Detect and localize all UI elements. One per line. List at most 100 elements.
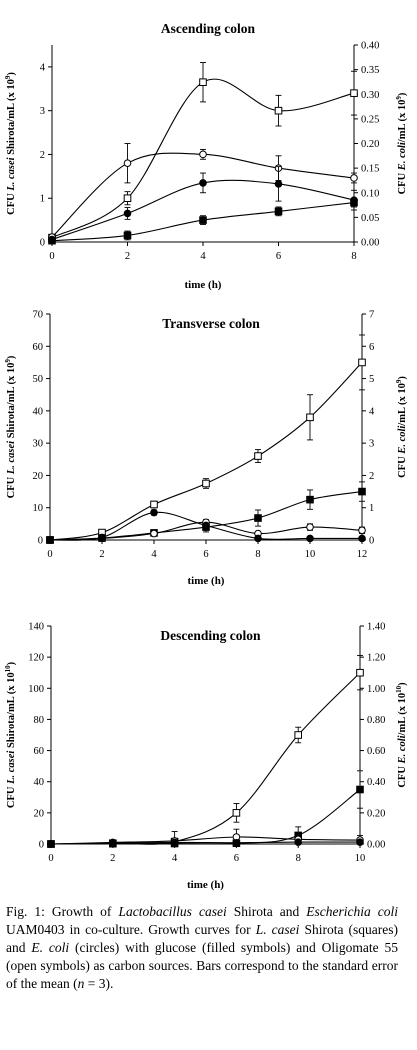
left-y-axis-label-unit: Shirota/mL (x 10 bbox=[6, 672, 17, 750]
right-y-tick-label: 0.15 bbox=[361, 164, 379, 175]
x-tick-label: 6 bbox=[203, 549, 208, 560]
right-y-tick-label: 4 bbox=[369, 406, 375, 417]
caption-organism-2: Escherichia coli bbox=[306, 904, 398, 919]
x-tick-label: 10 bbox=[355, 853, 366, 864]
x-tick-label: 2 bbox=[125, 251, 130, 262]
right-y-axis-label-organism: E. coli bbox=[397, 142, 408, 171]
caption-text-2: UAM0403 in co-culture. Growth curves for bbox=[6, 922, 256, 937]
left-y-tick-label: 1 bbox=[40, 194, 45, 205]
figure-charts: 0 2 4 6 8012340.000.050.100.150.200.250.300.… bbox=[4, 21, 408, 892]
right-y-axis-label-unit: /mL (x 10 bbox=[397, 383, 408, 427]
right-y-axis-label-prefix: CFU bbox=[397, 763, 408, 787]
right-y-tick-label: 7 bbox=[369, 310, 374, 321]
x-tick-label: 6 bbox=[276, 251, 281, 262]
chart-panel-1: 0 2 4 6 8 0 1 2 3 4 0.00 0.05 0.10 0.15 0.20 0.25 0.30 0.… bbox=[4, 21, 408, 291]
data-point-filled-circle bbox=[47, 840, 55, 848]
x-tick-label: 8 bbox=[296, 853, 301, 864]
caption-text-4: (circles) with glucose (filled symbols) … bbox=[6, 940, 398, 991]
left-y-tick-label: 20 bbox=[33, 471, 44, 482]
left-y-axis-label: CFU L. casei Shirota/mL (x 109) bbox=[4, 355, 17, 498]
right-y-tick-label: 1.00 bbox=[367, 684, 385, 695]
chart-panel-3: 0 2 4 6 8 100204060801001201400.000.200.400.6… bbox=[4, 622, 408, 892]
left-y-axis-label-close: ) bbox=[6, 661, 17, 665]
data-point-filled-circle bbox=[150, 508, 158, 517]
left-y-axis-label-close: ) bbox=[6, 355, 17, 359]
caption-text-1: Shirota and bbox=[226, 904, 307, 919]
data-point-open-circle bbox=[350, 174, 358, 182]
data-point-filled-circle bbox=[274, 180, 283, 188]
data-point-open-circle bbox=[358, 526, 366, 535]
data-point-filled-circle bbox=[48, 235, 56, 244]
right-y-tick-label: 0.05 bbox=[361, 213, 379, 224]
data-point-filled-circle bbox=[358, 534, 366, 543]
data-point-open-square bbox=[202, 479, 210, 488]
chart-title: Descending colon bbox=[160, 628, 261, 643]
right-y-axis-label: CFU E. coli/mL (x 1010) bbox=[395, 682, 408, 788]
data-point-open-square bbox=[356, 668, 364, 677]
data-point-open-square bbox=[274, 106, 283, 115]
series-line bbox=[50, 836, 361, 845]
data-point-open-square bbox=[232, 809, 241, 817]
data-point-open-square bbox=[306, 413, 314, 422]
left-y-tick-label: 0 bbox=[40, 238, 45, 249]
left-y-tick-label: 70 bbox=[33, 310, 44, 321]
left-y-tick-label: 100 bbox=[28, 684, 44, 695]
series-line bbox=[50, 672, 361, 845]
right-y-axis-label-exponent: 10 bbox=[395, 685, 403, 693]
right-y-tick-label: 1.40 bbox=[367, 622, 385, 633]
caption-lead: Fig. 1: Growth of bbox=[6, 904, 119, 919]
right-y-tick-label: 0.00 bbox=[361, 238, 379, 249]
left-y-tick-label: 80 bbox=[34, 715, 45, 726]
left-y-tick-label: 4 bbox=[40, 62, 46, 73]
data-point-filled-circle bbox=[46, 536, 54, 544]
x-axis-label: time (h) bbox=[188, 575, 225, 587]
figure-caption: Fig. 1: Growth of Lactobacillus casei Sh… bbox=[6, 903, 398, 993]
data-point-filled-circle bbox=[294, 838, 303, 846]
right-y-tick-label: 0.80 bbox=[367, 715, 385, 726]
right-y-axis-label: CFU E. coli/mL (x 109) bbox=[395, 92, 408, 194]
left-y-tick-label: 3 bbox=[40, 106, 45, 117]
right-y-tick-label: 0.20 bbox=[361, 139, 379, 150]
series-line bbox=[50, 789, 361, 845]
data-point-filled-circle bbox=[199, 179, 207, 187]
right-y-tick-label: 0.00 bbox=[367, 840, 385, 851]
right-y-tick-label: 0.25 bbox=[361, 114, 379, 125]
left-y-tick-label: 60 bbox=[34, 746, 45, 757]
x-tick-label: 8 bbox=[351, 251, 356, 262]
left-y-tick-label: 10 bbox=[33, 503, 44, 514]
right-y-axis-label-prefix: CFU bbox=[397, 170, 408, 194]
data-point-filled-circle bbox=[232, 838, 241, 847]
caption-organism-3: L. casei bbox=[255, 922, 300, 937]
data-point-filled-circle bbox=[350, 196, 358, 204]
left-y-axis-label-organism: L. casei bbox=[6, 157, 17, 191]
left-y-axis-label: CFU L. casei Shirota/mL (x 109) bbox=[4, 72, 17, 215]
left-y-tick-label: 30 bbox=[33, 439, 44, 450]
right-y-axis-label-exponent: 9 bbox=[395, 379, 403, 383]
right-y-axis-label-close: ) bbox=[397, 682, 408, 686]
left-y-axis-label-prefix: CFU bbox=[6, 474, 17, 498]
data-point-open-square bbox=[199, 78, 207, 87]
data-point-open-square bbox=[294, 731, 302, 739]
chart-title: Ascending colon bbox=[161, 21, 256, 36]
series-line bbox=[49, 491, 363, 541]
left-y-axis-label-close: ) bbox=[6, 72, 17, 76]
right-y-axis-label-unit: /mL (x 10 bbox=[397, 693, 408, 737]
series-filled-square bbox=[46, 481, 366, 544]
data-point-filled-circle bbox=[202, 521, 210, 530]
data-point-filled-circle bbox=[109, 839, 117, 848]
right-y-axis-label-organism: E. coli bbox=[397, 426, 408, 455]
data-point-filled-circle bbox=[356, 838, 364, 846]
series-open-square bbox=[46, 334, 366, 544]
right-y-axis-label-exponent: 9 bbox=[395, 96, 403, 100]
x-tick-label: 2 bbox=[99, 549, 104, 560]
right-y-axis-label-unit: /mL (x 10 bbox=[397, 100, 408, 144]
x-tick-label: 4 bbox=[172, 853, 178, 864]
left-y-tick-label: 20 bbox=[34, 808, 45, 819]
left-y-tick-label: 120 bbox=[28, 653, 44, 664]
right-y-axis-label-organism: E. coli bbox=[397, 735, 408, 764]
x-tick-label: 2 bbox=[110, 853, 115, 864]
caption-organism-1: Lactobacillus casei bbox=[118, 904, 227, 919]
series-line bbox=[49, 362, 363, 541]
left-y-tick-label: 140 bbox=[28, 622, 44, 633]
data-point-open-square bbox=[254, 452, 262, 460]
